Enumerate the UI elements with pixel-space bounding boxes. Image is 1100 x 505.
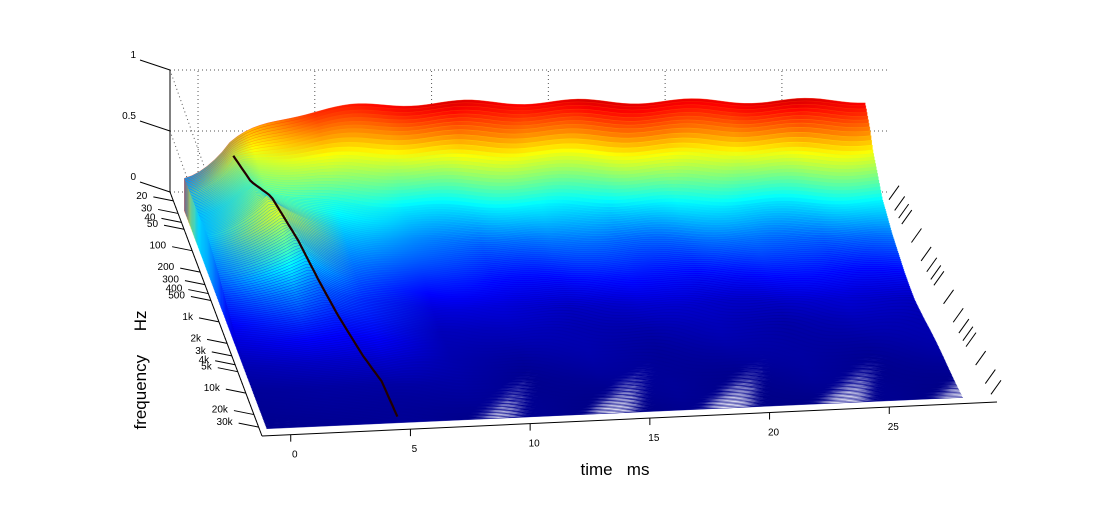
right-wall-tick (933, 271, 945, 286)
wavefront-ridge (232, 155, 399, 418)
y-tick (233, 410, 255, 416)
right-wall-tick (888, 185, 900, 200)
y-tick (180, 267, 201, 273)
y-tick (215, 360, 236, 366)
right-wall-tick (930, 265, 942, 280)
y-axis-line (169, 191, 263, 437)
y-tick-label: 400 (166, 284, 183, 295)
x-tick-label: 5 (412, 444, 418, 455)
z-tick (139, 181, 171, 193)
y-tick (190, 295, 211, 301)
y-tick-label: 3k (195, 346, 207, 357)
y-tick-label: 4k (199, 355, 211, 366)
y-tick (184, 280, 206, 286)
y-tick-label: 30 (141, 203, 153, 214)
right-wall-tick (920, 246, 932, 262)
y-tick-label: 300 (162, 275, 179, 286)
right-wall-tick (952, 307, 964, 323)
y-tick (157, 208, 179, 214)
y-tick-label: 50 (147, 219, 159, 230)
y-tick (153, 196, 174, 202)
x-tick-label: 20 (768, 428, 780, 439)
y-tick-label: 40 (144, 212, 156, 223)
y-tick (188, 289, 209, 295)
y-tick-label: 5k (201, 362, 213, 373)
y-tick-label: 20 (136, 191, 148, 202)
axes-frame (169, 70, 1002, 437)
surface-strip (265, 395, 963, 428)
y-tick-label: 20k (212, 405, 229, 416)
y-tick-label: 1k (182, 312, 194, 323)
y-tick (206, 338, 228, 344)
y-tick (217, 367, 238, 373)
z-tick-label: 0.5 (122, 111, 136, 122)
y-tick-label: 30k (217, 417, 234, 428)
y-tick (211, 351, 232, 357)
z-tick-label: 0 (130, 172, 136, 183)
right-wall-tick (958, 318, 970, 334)
y-tick (163, 224, 185, 230)
x-tick-label: 15 (648, 433, 660, 444)
x-axis: 0 5 10 15 20 25 (290, 406, 900, 461)
y-tick (161, 217, 182, 223)
z-tick (139, 59, 171, 71)
z-tick (139, 120, 171, 132)
x-axis-line (261, 401, 998, 437)
right-wall-tick (911, 228, 922, 243)
x-tick-label: 25 (888, 422, 900, 433)
right-wall-tick (894, 196, 906, 211)
z-axis: 00.51 (122, 50, 171, 193)
right-wall-tick (943, 289, 954, 305)
y-tick (172, 246, 193, 252)
right-wall-tick (990, 380, 1002, 395)
y-tick (225, 388, 246, 394)
right-wall-tick (975, 350, 987, 366)
y-tick-label: 500 (168, 290, 185, 301)
x-tick-label: 0 (292, 450, 298, 461)
surface-strips (184, 97, 964, 430)
y-tick-label: 100 (149, 241, 166, 252)
y-tick-label: 10k (204, 383, 221, 394)
surface-strip (266, 397, 964, 430)
x-tick-label: 10 (529, 439, 541, 450)
y-tick-label: 200 (158, 262, 175, 273)
right-wall-tick (962, 326, 974, 341)
x-axis-title: time ms (581, 460, 650, 479)
right-wall-tick (984, 369, 996, 384)
right-wall-tick (965, 332, 977, 347)
y-axis-title: frequency Hz (131, 310, 150, 429)
right-wall-tick (901, 209, 913, 225)
grid-line (169, 130, 263, 384)
right-wall-tick (898, 203, 910, 219)
y-tick-label: 2k (191, 333, 203, 344)
right-wall-tick (926, 257, 938, 273)
y-tick (238, 422, 259, 428)
y-tick (198, 317, 220, 323)
z-tick-label: 1 (130, 50, 136, 61)
